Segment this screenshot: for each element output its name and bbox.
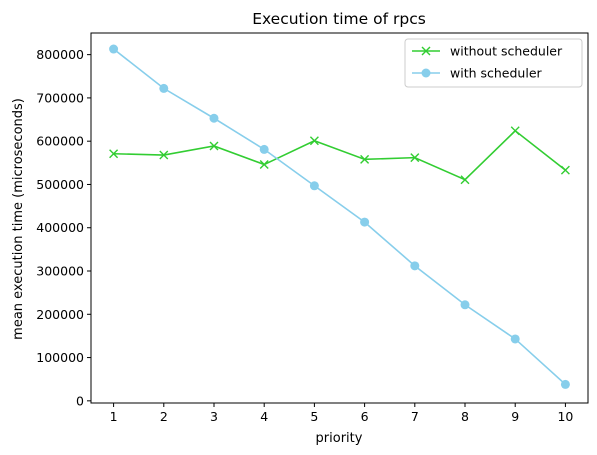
y-tick-label: 400000: [36, 220, 84, 235]
data-point-x-marker: [560, 165, 570, 175]
y-tick-label: 300000: [36, 264, 84, 279]
data-point-circle-marker: [360, 217, 370, 227]
data-point-x-marker: [259, 160, 269, 170]
data-point-circle-marker: [460, 300, 470, 310]
y-tick-label: 500000: [36, 177, 84, 192]
legend-label: without scheduler: [450, 44, 563, 59]
y-axis-label: mean execution time (microseconds): [11, 98, 26, 340]
x-tick-label: 5: [310, 409, 318, 424]
x-tick-label: 2: [160, 409, 168, 424]
data-point-x-marker: [159, 150, 169, 160]
data-point-circle-marker: [259, 144, 269, 154]
data-point-x-marker: [309, 136, 319, 146]
data-point-x-marker: [209, 141, 219, 151]
data-point-x-marker: [410, 153, 420, 163]
x-tick-label: 7: [411, 409, 419, 424]
y-tick-label: 600000: [36, 134, 84, 149]
x-tick-label: 10: [557, 409, 573, 424]
x-tick-label: 8: [461, 409, 469, 424]
data-point-circle-marker: [309, 181, 319, 191]
data-point-circle-marker: [209, 113, 219, 123]
y-tick-label: 700000: [36, 90, 84, 105]
x-tick-label: 1: [110, 409, 118, 424]
plot-frame: [90, 32, 589, 404]
x-tick-label: 4: [260, 409, 268, 424]
data-point-circle-marker: [159, 83, 169, 93]
y-tick-label: 0: [76, 393, 84, 408]
data-point-circle-marker: [109, 44, 119, 54]
data-point-circle-marker: [560, 379, 570, 389]
legend: without scheduler with scheduler: [404, 38, 583, 88]
legend-x-marker: [421, 46, 431, 56]
y-tick-label: 200000: [36, 307, 84, 322]
y-tick-label: 100000: [36, 350, 84, 365]
data-point-x-marker: [460, 175, 470, 185]
data-point-x-marker: [360, 154, 370, 164]
y-tick-label: 800000: [36, 47, 84, 62]
x-tick-label: 6: [361, 409, 369, 424]
x-tick-label: 9: [511, 409, 519, 424]
data-point-x-marker: [510, 126, 520, 136]
x-axis-label: priority: [316, 431, 363, 446]
legend-box: [404, 38, 583, 88]
x-tick-label: 3: [210, 409, 218, 424]
legend-circle-marker: [421, 68, 431, 78]
series-line-1: [113, 48, 566, 385]
data-point-x-marker: [109, 149, 119, 159]
legend-label: with scheduler: [450, 66, 543, 81]
plot-area: 1 2 3 4 5 6 7 8 9 10 0 100000 200000 300000 400000 5000…: [36, 32, 589, 424]
data-point-circle-marker: [410, 261, 420, 271]
data-point-circle-marker: [510, 334, 520, 344]
chart-title: Execution time of rpcs: [252, 10, 426, 28]
series-line-0: [113, 129, 566, 181]
